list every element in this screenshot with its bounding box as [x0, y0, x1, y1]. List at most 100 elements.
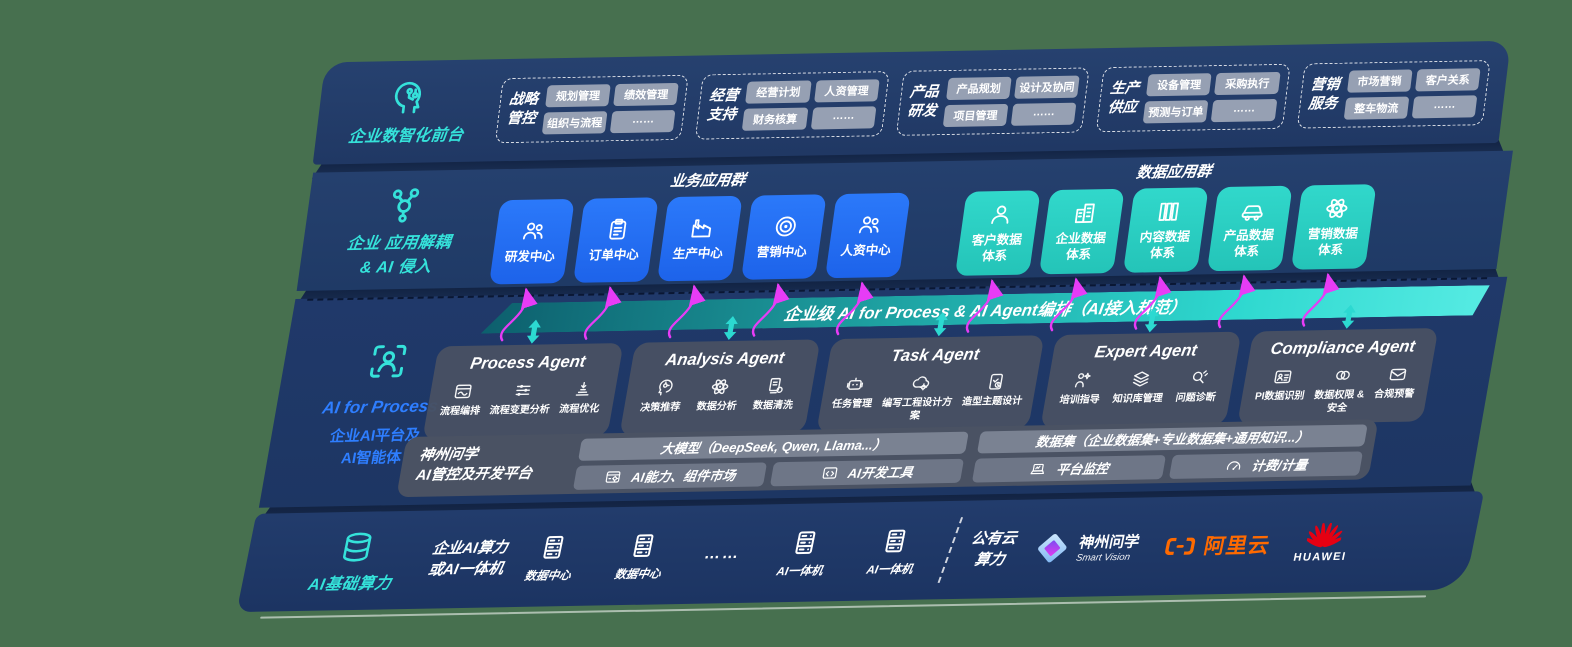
- front-group: 营销 服务 市场营销 客户关系 整车物流……: [1296, 59, 1491, 129]
- agent-item: 合规预警: [1373, 363, 1420, 401]
- platform-cell: 计费/计量: [1168, 450, 1364, 479]
- magenta-flow-arrow: [1217, 274, 1256, 329]
- vendor-smartvision: 神州问学 Smart Vision: [1031, 529, 1142, 567]
- infra-node-label: AI一体机: [865, 563, 914, 577]
- business-app-box: 订单中心: [573, 197, 659, 340]
- front-group-name: 经营 支持: [706, 87, 740, 124]
- agent-item: PI数据识别: [1254, 365, 1310, 404]
- front-group-pills: 产品规划 设计及协同 项目管理……: [942, 75, 1080, 127]
- car-icon: [1237, 197, 1268, 225]
- agent-item-label: 编写工程设计方案: [881, 396, 954, 422]
- idcard-icon: [1271, 366, 1296, 387]
- dataset-bar: 数据集（企业数据集+专业数据集+通用知识...）: [977, 423, 1368, 454]
- clipboard-icon: [602, 216, 633, 244]
- front-office-label: 企业数智化前台: [347, 126, 465, 147]
- agent-item: 数据清洗: [752, 375, 799, 413]
- agent-item: 培训指导: [1058, 369, 1105, 407]
- module-pill: 设计及协同: [1014, 75, 1080, 99]
- tabletcheck-icon: [983, 371, 1008, 392]
- module-pill: 客户关系: [1414, 67, 1481, 91]
- person-icon: [985, 201, 1016, 229]
- business-app-box-label: 研发中心: [503, 249, 556, 265]
- public-cloud-label: 公有云 算力: [969, 529, 1019, 569]
- module-pill: ……: [610, 109, 676, 133]
- agent-row: Process Agent 流程编排 流程变更分析 流程优化 Analysis Agen…: [422, 304, 1439, 440]
- sliders-icon: [511, 380, 536, 401]
- data-app-box: 客户数据 体系: [954, 190, 1041, 333]
- platform-cell-label: 计费/计量: [1250, 457, 1309, 474]
- cloudgear-icon: [908, 372, 933, 393]
- front-group: 生产 供应 设备管理 采购执行 预测与订单……: [1096, 63, 1291, 132]
- infra-node-label: AI一体机: [775, 564, 824, 578]
- molecule-icon: [306, 181, 504, 227]
- decouple-label-line2: & AI 侵入: [358, 258, 433, 277]
- band-front-office: 企业数智化前台 战略 管控 规划管理 绩效管理 组织与流程…… 经营 支持 经营计划 人资管…: [312, 40, 1511, 165]
- server-icon: [877, 525, 913, 556]
- infra-node-label: 数据中心: [523, 569, 572, 583]
- robot-icon: [843, 374, 868, 395]
- atom-icon: [1321, 195, 1352, 223]
- magenta-flow-arrow: [965, 278, 1004, 333]
- infra-node: 数据中心: [514, 531, 588, 583]
- infra-node-label: 数据中心: [613, 567, 662, 581]
- vendor-name: 阿里云: [1201, 534, 1273, 559]
- band-ai-platform: 企业级 AI for Process & AI Agent编排（AI接入规范） …: [258, 276, 1508, 508]
- dataset-cells: 平台监控 计费/计量: [971, 450, 1364, 483]
- enterprise-compute-label: 企业AI算力 或AI一体机: [426, 539, 510, 579]
- platform-title: 神州问学 AI管控及开发平台: [408, 444, 569, 486]
- data-app-box: 企业数据 体系: [1038, 188, 1125, 332]
- magenta-flow-arrow: [583, 285, 622, 340]
- data-app-box-label: 客户数据 体系: [970, 233, 1023, 264]
- scanperson-icon: [316, 338, 460, 385]
- books-icon: [1153, 198, 1184, 226]
- docdata-icon: [764, 375, 789, 396]
- agent-items: PI数据识别 数据权限 & 安全 合规预警: [1247, 363, 1425, 416]
- vendor-huawei: HUAWEI: [1292, 522, 1353, 564]
- platform-data-column: 数据集（企业数据集+专业数据集+通用知识...） 平台监控 计费/计量: [971, 423, 1368, 483]
- data-boxes: 客户数据 体系 企业数据 体系 内容数据 体系 产品数据 体系 营销数据 体系: [954, 184, 1377, 333]
- teal-double-arrow: [723, 315, 738, 341]
- business-app-box-label: 营销中心: [755, 244, 808, 260]
- platform-panel: 神州问学 AI管控及开发平台 大模型（DeepSeek, Qwen, Llama…: [396, 419, 1379, 498]
- agent-item: 数据分析: [695, 376, 742, 414]
- agent-item-label: 造型主题设计: [961, 395, 1024, 408]
- platform-cell-label: AI开发工具: [846, 464, 915, 481]
- huawei-flower-logo: [1304, 522, 1343, 548]
- infra-node: 数据中心: [604, 530, 678, 582]
- codewin-icon: [819, 464, 840, 482]
- module-pill: 经营计划: [745, 79, 812, 104]
- infra-nodes: 数据中心 数据中心 …… AI一体机 AI一体机: [514, 525, 930, 584]
- front-office-side: 企业数智化前台: [315, 76, 503, 147]
- module-pill: 市场营销: [1346, 68, 1413, 93]
- target-icon: [770, 213, 801, 241]
- platform-cell-label: AI能力、组件市场: [630, 467, 737, 485]
- infra-node: AI一体机: [856, 525, 930, 577]
- gauge-icon: [1223, 456, 1244, 474]
- agent-card: Compliance Agent PI数据识别 数据权限 & 安全 合规预警: [1237, 304, 1439, 425]
- ellipsis-label: ……: [702, 544, 743, 563]
- decouple-label-line1: 企业 应用解耦: [345, 234, 453, 254]
- agent-card: Process Agent 流程编排 流程变更分析 流程优化: [422, 319, 624, 440]
- platform-cell: AI能力、组件市场: [573, 461, 768, 490]
- agent-item-label: 流程编排: [438, 405, 481, 418]
- module-pill: ……: [1211, 98, 1278, 122]
- business-app-box-label: 人资中心: [839, 243, 892, 259]
- module-pill: ……: [1411, 94, 1478, 119]
- teal-double-arrow: [1341, 304, 1356, 329]
- layers-icon: [1129, 368, 1154, 389]
- rings-icon: [1330, 365, 1355, 386]
- front-group-pills: 设备管理 采购执行 预测与订单……: [1142, 71, 1281, 123]
- window-icon: [451, 381, 476, 402]
- front-group-name: 战略 管控: [505, 91, 540, 128]
- front-group-pills: 规划管理 绩效管理 组织与流程……: [541, 82, 680, 134]
- module-pill: 规划管理: [545, 83, 612, 107]
- mailshield-icon: [1385, 364, 1410, 385]
- business-app-box-label: 生产中心: [671, 246, 724, 262]
- agent-title: Analysis Agent: [664, 349, 786, 370]
- present-icon: [1071, 369, 1096, 390]
- alibaba-cloud-logo: [1165, 537, 1196, 555]
- platform-cell-label: 平台监控: [1055, 461, 1110, 478]
- database-icon: [283, 527, 431, 568]
- agent-title: Task Agent: [889, 345, 981, 366]
- brainhead-icon: [318, 76, 503, 119]
